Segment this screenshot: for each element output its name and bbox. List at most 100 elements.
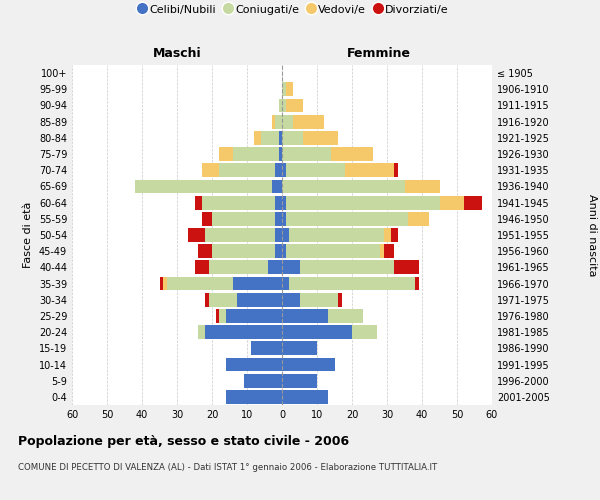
Bar — [135, 180, 271, 194]
Bar — [278, 147, 282, 161]
Bar — [282, 196, 286, 209]
Bar — [404, 180, 439, 194]
Bar — [215, 309, 219, 323]
Bar — [219, 309, 226, 323]
Bar — [202, 164, 219, 177]
Bar — [209, 260, 268, 274]
Bar — [282, 131, 303, 144]
Bar — [282, 115, 293, 128]
Bar — [233, 276, 282, 290]
Bar — [282, 342, 317, 355]
Bar — [167, 276, 233, 290]
Bar — [439, 196, 464, 209]
Bar — [205, 293, 209, 306]
Bar — [202, 212, 212, 226]
Bar — [205, 228, 275, 242]
Bar — [198, 326, 205, 339]
Bar — [282, 309, 328, 323]
Bar — [282, 276, 289, 290]
Bar — [209, 293, 236, 306]
Bar — [160, 276, 163, 290]
Bar — [328, 309, 362, 323]
Bar — [187, 228, 205, 242]
Bar — [282, 147, 331, 161]
Bar — [282, 293, 299, 306]
Bar — [163, 276, 167, 290]
Bar — [212, 244, 275, 258]
Bar — [282, 164, 286, 177]
Legend: Celibi/Nubili, Coniugati/e, Vedovi/e, Divorziati/e: Celibi/Nubili, Coniugati/e, Vedovi/e, Di… — [136, 0, 452, 18]
Bar — [282, 390, 328, 404]
Text: Popolazione per età, sesso e stato civile - 2006: Popolazione per età, sesso e stato civil… — [18, 435, 349, 448]
Bar — [275, 196, 282, 209]
Bar — [464, 196, 482, 209]
Bar — [226, 390, 282, 404]
Y-axis label: Fasce di età: Fasce di età — [23, 202, 33, 268]
Bar — [286, 98, 303, 112]
Bar — [198, 244, 212, 258]
Bar — [299, 260, 394, 274]
Bar — [275, 212, 282, 226]
Bar — [194, 260, 209, 274]
Bar — [282, 228, 289, 242]
Bar — [352, 326, 377, 339]
Bar — [233, 147, 278, 161]
Bar — [282, 98, 286, 112]
Bar — [286, 164, 345, 177]
Bar — [338, 293, 341, 306]
Bar — [286, 196, 439, 209]
Bar — [271, 115, 275, 128]
Bar — [282, 326, 352, 339]
Bar — [286, 212, 408, 226]
Bar — [299, 293, 338, 306]
Bar — [261, 131, 278, 144]
Bar — [394, 260, 419, 274]
Bar — [282, 260, 299, 274]
Bar — [289, 228, 383, 242]
Bar — [380, 244, 383, 258]
Bar — [278, 98, 282, 112]
Bar — [271, 180, 282, 194]
Bar — [383, 244, 394, 258]
Bar — [408, 212, 429, 226]
Bar — [278, 131, 282, 144]
Bar — [275, 228, 282, 242]
Bar — [282, 180, 404, 194]
Bar — [289, 276, 415, 290]
Bar — [244, 374, 282, 388]
Text: COMUNE DI PECETTO DI VALENZA (AL) - Dati ISTAT 1° gennaio 2006 - Elaborazione TU: COMUNE DI PECETTO DI VALENZA (AL) - Dati… — [18, 462, 437, 471]
Bar — [331, 147, 373, 161]
Bar — [394, 164, 398, 177]
Text: Anni di nascita: Anni di nascita — [587, 194, 597, 276]
Bar — [226, 358, 282, 372]
Bar — [303, 131, 338, 144]
Text: Femmine: Femmine — [347, 47, 410, 60]
Bar — [212, 212, 275, 226]
Bar — [202, 196, 275, 209]
Bar — [282, 212, 286, 226]
Bar — [275, 244, 282, 258]
Bar — [282, 374, 317, 388]
Bar — [282, 358, 335, 372]
Bar — [251, 342, 282, 355]
Bar — [293, 115, 324, 128]
Bar — [282, 244, 286, 258]
Bar — [219, 164, 275, 177]
Bar — [391, 228, 398, 242]
Bar — [286, 244, 380, 258]
Bar — [383, 228, 391, 242]
Bar — [226, 309, 282, 323]
Bar — [236, 293, 282, 306]
Bar — [275, 164, 282, 177]
Bar — [415, 276, 419, 290]
Bar — [282, 82, 286, 96]
Text: Maschi: Maschi — [152, 47, 202, 60]
Bar — [194, 196, 202, 209]
Bar — [219, 147, 233, 161]
Bar — [345, 164, 394, 177]
Bar — [286, 82, 293, 96]
Bar — [275, 115, 282, 128]
Bar — [268, 260, 282, 274]
Bar — [205, 326, 282, 339]
Bar — [254, 131, 261, 144]
